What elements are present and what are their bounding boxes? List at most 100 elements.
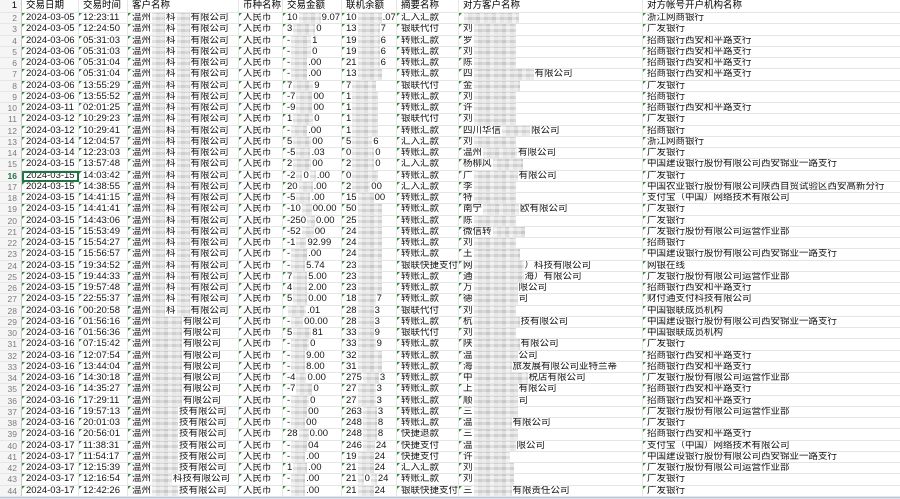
cell-customer[interactable]: 温州科有限公司 — [128, 215, 239, 227]
cell-summary[interactable]: 转账汇款 — [397, 350, 459, 362]
cell-amount[interactable]: .01 — [283, 305, 342, 317]
cell-balance[interactable]: 23 — [342, 260, 397, 272]
cell-time[interactable]: 20:01:03 — [79, 418, 128, 430]
cell-date[interactable]: 2024-03-06 — [22, 80, 79, 92]
cell-date[interactable]: 2024-03-17 — [22, 451, 79, 463]
cell-time[interactable]: 11:38:31 — [79, 440, 128, 452]
row-header[interactable]: 9 — [0, 91, 22, 103]
cell-currency[interactable]: 人民币 — [239, 485, 283, 497]
cell-summary[interactable]: 银联代付 — [397, 114, 459, 126]
cell-currency[interactable]: 人民币 — [239, 440, 283, 452]
cell-bank[interactable]: 招商银行西安和平路支行 — [643, 283, 900, 295]
cell-date[interactable]: 2024-03-15 — [22, 271, 79, 283]
cell-summary[interactable]: 银联快捷支付 — [397, 485, 459, 497]
cell-summary[interactable]: 转账汇款 — [397, 283, 459, 295]
cell-customer[interactable]: 温州 有限公司 — [128, 361, 239, 373]
cell-time[interactable]: 12:24:50 — [79, 24, 128, 36]
cell-balance[interactable]: 23 — [342, 271, 397, 283]
cell-amount[interactable]: -10 00.00 — [283, 204, 342, 216]
cell-summary[interactable]: 汇入汇款 — [397, 181, 459, 193]
cell-amount[interactable]: -0 — [283, 46, 342, 58]
cell-summary[interactable]: 转账汇款 — [397, 58, 459, 70]
cell-date[interactable]: 2024-03-16 — [22, 418, 79, 430]
cell-time[interactable]: 19:34:52 — [79, 260, 128, 272]
cell-summary[interactable]: 转账汇款 — [397, 204, 459, 216]
cell-currency[interactable]: 人民币 — [239, 339, 283, 351]
cell-currency[interactable]: 人民币 — [239, 271, 283, 283]
row-header[interactable]: 14 — [0, 148, 22, 160]
cell-date[interactable]: 2024-03-15 — [22, 204, 79, 216]
cell-date[interactable]: 2024-03-16 — [22, 429, 79, 441]
cell-amount[interactable]: - .00 — [283, 474, 342, 486]
cell-amount[interactable]: - .00 — [283, 451, 342, 463]
cell-summary[interactable]: 转账汇款 — [397, 418, 459, 430]
cell-summary[interactable]: 转账汇款 — [397, 316, 459, 328]
row-header[interactable]: 11 — [0, 114, 22, 126]
column-header-date[interactable]: 交易日期 — [22, 0, 79, 13]
cell-balance[interactable]: 19 6 — [342, 46, 397, 58]
cell-amount[interactable]: -1 — [283, 35, 342, 47]
cell-summary[interactable]: 汇入汇款 — [397, 13, 459, 25]
cell-currency[interactable]: 人民币 — [239, 215, 283, 227]
cell-counterparty[interactable]: 三有限责任公司 — [459, 485, 643, 497]
cell-time[interactable]: 05:31:03 — [79, 35, 128, 47]
row-header[interactable]: 30 — [0, 328, 22, 340]
cell-summary[interactable]: 转账汇款 — [397, 474, 459, 486]
cell-amount[interactable]: 1.00 — [283, 463, 342, 475]
cell-counterparty[interactable]: 陕有限公司 — [459, 339, 643, 351]
cell-amount[interactable]: - .00 — [283, 485, 342, 497]
cell-time[interactable]: 14:41:41 — [79, 204, 128, 216]
cell-amount[interactable]: 5 00 — [283, 136, 342, 148]
row-header[interactable]: 20 — [0, 215, 22, 227]
cell-amount[interactable]: -1 92.99 — [283, 238, 342, 250]
cell-summary[interactable]: 转账汇款 — [397, 91, 459, 103]
cell-bank[interactable]: 招商银行西安和平路支行 — [643, 384, 900, 396]
column-header-amount[interactable]: 交易金额 — [283, 0, 342, 13]
cell-summary[interactable]: 快捷支付 — [397, 440, 459, 452]
cell-currency[interactable]: 人民币 — [239, 249, 283, 261]
cell-counterparty[interactable]: 刘 — [459, 114, 643, 126]
cell-balance[interactable]: 24 — [342, 249, 397, 261]
cell-date[interactable]: 2024-03-14 — [22, 148, 79, 160]
cell-counterparty[interactable]: 三 — [459, 429, 643, 441]
cell-customer[interactable]: 温州科有限公司 — [128, 46, 239, 58]
row-header[interactable]: 12 — [0, 125, 22, 137]
cell-date[interactable]: 2024-03-15 — [22, 238, 79, 250]
cell-time[interactable]: 10:29:23 — [79, 114, 128, 126]
cell-amount[interactable]: -4 0.00 — [283, 373, 342, 385]
cell-summary[interactable]: 转账汇款 — [397, 170, 459, 182]
cell-time[interactable]: 05:31:04 — [79, 69, 128, 81]
cell-currency[interactable]: 人民币 — [239, 226, 283, 238]
cell-amount[interactable]: 5 81 — [283, 328, 342, 340]
row-header[interactable]: 6 — [0, 58, 22, 70]
cell-time[interactable]: 05:31:04 — [79, 58, 128, 70]
cell-summary[interactable]: 汇入汇款 — [397, 159, 459, 171]
row-header[interactable]: 18 — [0, 193, 22, 205]
cell-currency[interactable]: 人民币 — [239, 58, 283, 70]
cell-date[interactable]: 2024-03-15 — [22, 193, 79, 205]
cell-balance[interactable]: 24 — [342, 226, 397, 238]
cell-amount[interactable]: 7 5.00 — [283, 271, 342, 283]
cell-currency[interactable]: 人民币 — [239, 103, 283, 115]
cell-currency[interactable]: 人民币 — [239, 463, 283, 475]
cell-customer[interactable]: 温州科有限公司 — [128, 249, 239, 261]
cell-customer[interactable]: 温州科有限公司 — [128, 69, 239, 81]
column-header-currency[interactable]: 币种名称 — [239, 0, 283, 13]
row-header[interactable]: 24 — [0, 260, 22, 272]
cell-summary[interactable]: 转账汇款 — [397, 35, 459, 47]
cell-balance[interactable]: 248 8 — [342, 418, 397, 430]
row-header[interactable]: 35 — [0, 384, 22, 396]
row-header[interactable]: 34 — [0, 373, 22, 385]
row-header[interactable]: 26 — [0, 283, 22, 295]
cell-time[interactable]: 19:57:48 — [79, 283, 128, 295]
cell-customer[interactable]: 温州科有限公司 — [128, 271, 239, 283]
cell-date[interactable]: 2024-03-17 — [22, 463, 79, 475]
cell-summary[interactable]: 银联代付 — [397, 80, 459, 92]
cell-date[interactable]: 2024-03-16 — [22, 305, 79, 317]
cell-counterparty[interactable]: 刘 — [459, 91, 643, 103]
cell-counterparty[interactable]: 陈 — [459, 215, 643, 227]
cell-bank[interactable]: 广发银行 — [643, 114, 900, 126]
cell-balance[interactable]: 33 9 — [342, 339, 397, 351]
cell-time[interactable]: 14:03:42 — [79, 170, 128, 182]
row-header[interactable]: 10 — [0, 103, 22, 115]
